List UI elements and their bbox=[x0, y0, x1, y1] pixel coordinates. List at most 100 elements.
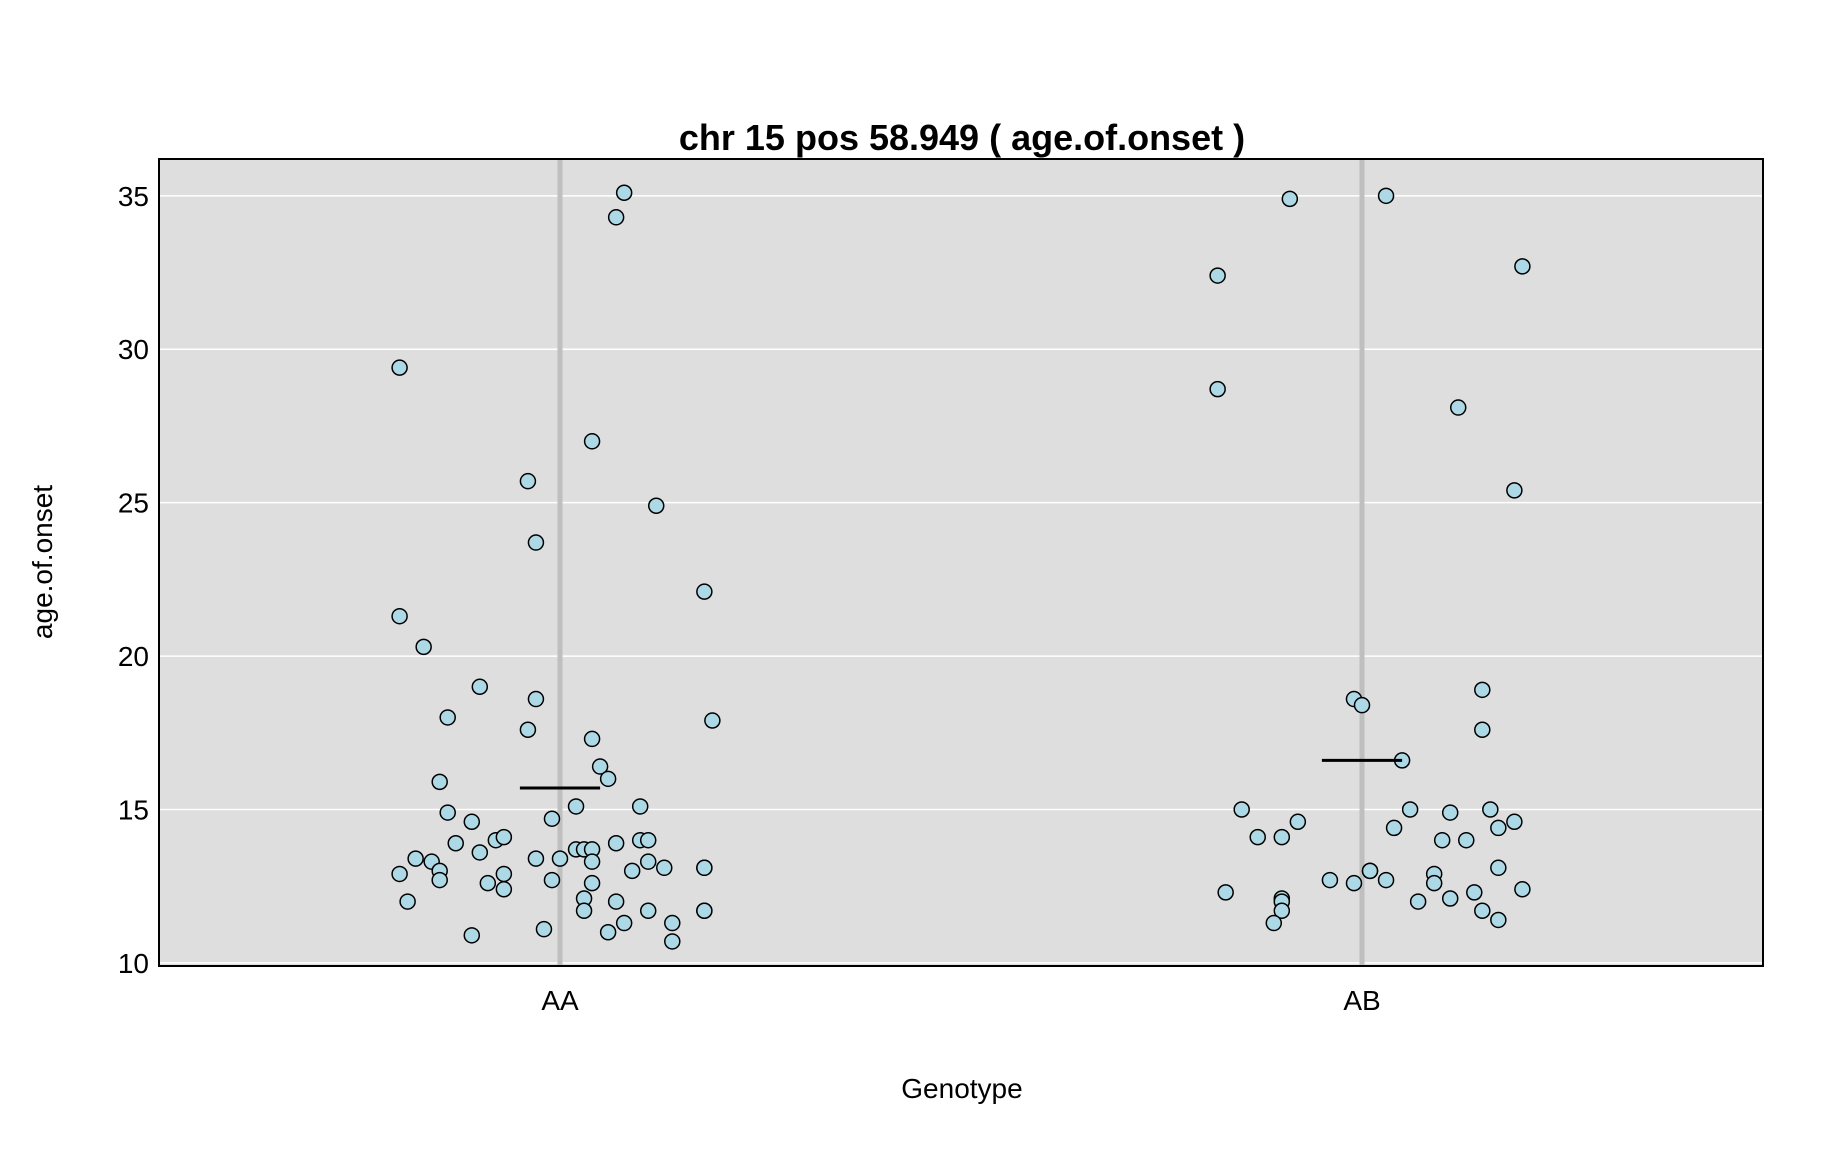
y-tick-label: 30 bbox=[118, 334, 149, 365]
data-point bbox=[535, 920, 553, 938]
data-point bbox=[1490, 859, 1507, 877]
data-point bbox=[696, 583, 713, 600]
data-point bbox=[471, 678, 489, 696]
data-point bbox=[447, 835, 464, 852]
y-tick-label: 20 bbox=[118, 641, 149, 672]
data-point bbox=[1249, 828, 1266, 846]
data-point bbox=[583, 853, 601, 870]
data-point bbox=[495, 865, 513, 883]
y-tick-label: 25 bbox=[118, 488, 149, 519]
data-point bbox=[431, 773, 448, 791]
data-point bbox=[479, 874, 497, 892]
x-axis-ticks: AA AB bbox=[541, 985, 1380, 1016]
data-point bbox=[591, 758, 609, 775]
data-point bbox=[431, 871, 448, 889]
data-point bbox=[615, 914, 633, 932]
data-point bbox=[1321, 871, 1339, 889]
data-point bbox=[1474, 902, 1491, 920]
data-point bbox=[1377, 871, 1395, 889]
data-point bbox=[527, 690, 545, 708]
data-point bbox=[607, 209, 625, 226]
category-lines bbox=[557, 159, 1365, 966]
mean-lines bbox=[519, 758, 1403, 790]
data-point bbox=[399, 893, 416, 910]
data-point bbox=[463, 813, 481, 831]
data-point bbox=[543, 810, 561, 827]
data-point bbox=[1265, 914, 1283, 932]
data-point bbox=[1449, 399, 1467, 416]
data-point bbox=[1441, 890, 1459, 907]
data-point bbox=[1345, 874, 1363, 892]
grid-lines bbox=[159, 195, 1763, 964]
data-point bbox=[1490, 911, 1507, 929]
data-point bbox=[1353, 696, 1371, 714]
data-point bbox=[407, 850, 424, 867]
data-point bbox=[567, 798, 585, 815]
data-point bbox=[575, 902, 593, 920]
data-point bbox=[1281, 190, 1299, 208]
data-point bbox=[519, 721, 537, 738]
data-point bbox=[1209, 267, 1226, 284]
data-point bbox=[527, 534, 545, 551]
data-point bbox=[1401, 801, 1419, 818]
data-point bbox=[1425, 874, 1443, 892]
data-point bbox=[1466, 884, 1483, 901]
plot-border bbox=[158, 158, 1764, 967]
data-point bbox=[543, 871, 561, 889]
data-point bbox=[1233, 801, 1250, 818]
plot-panel bbox=[159, 159, 1763, 966]
y-tick-label: 10 bbox=[118, 948, 149, 979]
data-point bbox=[631, 798, 649, 815]
data-point bbox=[583, 874, 601, 892]
y-axis-ticks: 10 15 20 25 30 35 bbox=[118, 181, 149, 979]
data-point bbox=[599, 923, 617, 941]
data-points bbox=[391, 184, 1531, 950]
data-point bbox=[527, 850, 545, 867]
data-point bbox=[704, 712, 721, 729]
data-point bbox=[607, 835, 625, 852]
data-point bbox=[1474, 681, 1491, 699]
data-point bbox=[1273, 828, 1291, 846]
data-point bbox=[439, 804, 456, 821]
y-tick-label: 15 bbox=[118, 795, 149, 826]
data-point bbox=[1273, 902, 1291, 920]
data-point bbox=[1433, 831, 1451, 849]
x-tick-label: AB bbox=[1343, 985, 1380, 1016]
x-axis-label: Genotype bbox=[901, 1073, 1022, 1104]
data-point bbox=[1377, 187, 1395, 205]
data-point bbox=[463, 927, 481, 944]
chart-title: chr 15 pos 58.949 ( age.of.onset ) bbox=[679, 117, 1245, 158]
data-point bbox=[1217, 884, 1234, 901]
data-point bbox=[1361, 862, 1379, 880]
data-point bbox=[583, 730, 601, 748]
data-point bbox=[1209, 380, 1226, 398]
data-point bbox=[696, 859, 713, 877]
data-point bbox=[391, 359, 408, 376]
data-point bbox=[439, 709, 456, 726]
data-point bbox=[415, 638, 432, 656]
data-point bbox=[1409, 893, 1427, 910]
data-point bbox=[1474, 721, 1491, 738]
data-point bbox=[495, 828, 513, 846]
y-tick-label: 35 bbox=[118, 181, 149, 212]
data-point bbox=[599, 770, 617, 788]
data-point bbox=[615, 184, 633, 202]
data-point bbox=[623, 862, 641, 880]
data-point bbox=[639, 831, 657, 849]
data-point bbox=[647, 497, 665, 514]
y-axis-label: age.of.onset bbox=[27, 485, 58, 639]
data-point bbox=[495, 881, 513, 898]
x-tick-label: AA bbox=[541, 985, 579, 1016]
data-point bbox=[391, 865, 408, 883]
data-point bbox=[1289, 813, 1307, 831]
data-point bbox=[1490, 819, 1507, 837]
data-point bbox=[471, 844, 489, 861]
data-point bbox=[1458, 831, 1475, 849]
data-point bbox=[639, 853, 657, 870]
data-point bbox=[1514, 881, 1531, 898]
data-point bbox=[551, 850, 569, 867]
data-point bbox=[639, 902, 657, 920]
data-point bbox=[1506, 813, 1523, 831]
data-point bbox=[664, 914, 681, 932]
